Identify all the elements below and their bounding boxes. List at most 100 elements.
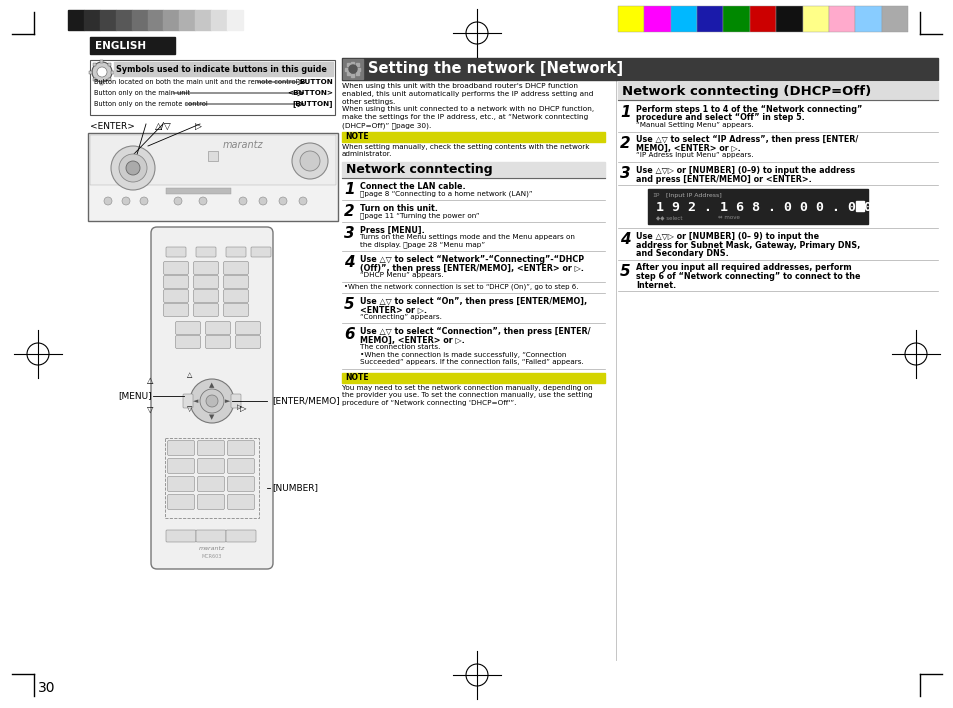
Bar bbox=[343, 59, 363, 79]
FancyBboxPatch shape bbox=[223, 261, 248, 275]
Bar bbox=[697, 6, 722, 32]
Text: When using this unit connected to a network with no DHCP function,: When using this unit connected to a netw… bbox=[341, 106, 594, 113]
Text: enabled, this unit automatically performs the IP address setting and: enabled, this unit automatically perform… bbox=[341, 91, 593, 97]
Text: the provider you use. To set the connection manually, use the setting: the provider you use. To set the connect… bbox=[341, 392, 592, 399]
Text: IP: IP bbox=[651, 193, 659, 198]
Bar bbox=[855, 201, 863, 211]
Bar bbox=[84, 10, 100, 30]
Bar bbox=[749, 6, 776, 32]
FancyBboxPatch shape bbox=[195, 247, 215, 257]
Text: 1: 1 bbox=[619, 105, 630, 120]
FancyBboxPatch shape bbox=[197, 476, 224, 491]
Text: marantz: marantz bbox=[222, 140, 263, 150]
Text: △: △ bbox=[187, 372, 193, 378]
Circle shape bbox=[299, 151, 319, 171]
FancyBboxPatch shape bbox=[168, 494, 194, 510]
Text: 3: 3 bbox=[619, 166, 630, 181]
Text: BUTTON: BUTTON bbox=[299, 79, 333, 85]
Bar bbox=[208, 151, 218, 161]
FancyBboxPatch shape bbox=[235, 321, 260, 334]
FancyBboxPatch shape bbox=[251, 247, 271, 257]
Bar bbox=[227, 10, 243, 30]
Text: Button located on both the main unit and the remote control: Button located on both the main unit and… bbox=[94, 79, 297, 85]
FancyBboxPatch shape bbox=[175, 321, 200, 334]
Text: Turns on the Menu settings mode and the Menu appears on: Turns on the Menu settings mode and the … bbox=[359, 234, 575, 240]
Text: 1: 1 bbox=[344, 182, 355, 197]
Text: [MENU]: [MENU] bbox=[118, 392, 152, 401]
Text: •When the network connection is set to “DHCP (On)”, go to step 6.: •When the network connection is set to “… bbox=[344, 284, 578, 290]
Text: <ENTER> or ▷.: <ENTER> or ▷. bbox=[359, 305, 427, 314]
Bar bbox=[100, 10, 115, 30]
Bar bbox=[351, 62, 355, 64]
Text: 5: 5 bbox=[344, 297, 355, 312]
Bar bbox=[165, 438, 258, 518]
Bar bbox=[112, 71, 114, 74]
Bar bbox=[90, 71, 92, 74]
Text: MCR603: MCR603 bbox=[202, 554, 222, 559]
Text: You may need to set the network connection manually, depending on: You may need to set the network connecti… bbox=[341, 385, 592, 391]
Circle shape bbox=[206, 395, 218, 407]
Bar bbox=[341, 373, 604, 383]
Text: ▽: ▽ bbox=[147, 404, 152, 413]
Bar bbox=[643, 6, 670, 32]
FancyBboxPatch shape bbox=[235, 336, 260, 348]
FancyBboxPatch shape bbox=[227, 494, 254, 510]
Bar bbox=[341, 132, 604, 142]
Text: Use △▽ to select “IP Adress”, then press [ENTER/: Use △▽ to select “IP Adress”, then press… bbox=[636, 135, 858, 144]
Bar bbox=[211, 10, 227, 30]
Text: 4: 4 bbox=[344, 256, 355, 270]
Text: <ENTER>: <ENTER> bbox=[90, 122, 134, 131]
Circle shape bbox=[190, 379, 233, 423]
FancyBboxPatch shape bbox=[193, 304, 218, 316]
FancyBboxPatch shape bbox=[166, 247, 186, 257]
Text: ENGLISH: ENGLISH bbox=[95, 41, 146, 51]
Text: Setting the network [Network]: Setting the network [Network] bbox=[368, 62, 622, 76]
Text: When setting manually, check the setting contents with the network: When setting manually, check the setting… bbox=[341, 144, 589, 150]
Text: step 6 of “Network connecting” to connect to the: step 6 of “Network connecting” to connec… bbox=[636, 272, 860, 281]
Text: After you input all required addresses, perform: After you input all required addresses, … bbox=[636, 263, 851, 273]
Bar bbox=[113, 62, 333, 76]
Text: “Connecting” appears.: “Connecting” appears. bbox=[359, 314, 441, 320]
Text: other settings.: other settings. bbox=[341, 98, 395, 105]
Text: ⇔ move: ⇔ move bbox=[718, 215, 740, 220]
Text: (Off)”, then press [ENTER/MEMO], <ENTER> or ▷.: (Off)”, then press [ENTER/MEMO], <ENTER>… bbox=[359, 264, 583, 273]
Text: ►: ► bbox=[225, 398, 231, 404]
Circle shape bbox=[126, 161, 140, 175]
FancyBboxPatch shape bbox=[163, 304, 189, 316]
Text: ▲: ▲ bbox=[209, 382, 214, 388]
FancyBboxPatch shape bbox=[205, 336, 231, 348]
Bar bbox=[68, 10, 84, 30]
Circle shape bbox=[292, 143, 328, 179]
Text: 2: 2 bbox=[344, 204, 355, 219]
Text: Perform steps 1 to 4 of the “Network connecting”: Perform steps 1 to 4 of the “Network con… bbox=[636, 105, 862, 114]
Bar bbox=[855, 6, 881, 32]
Text: <BUTTON>: <BUTTON> bbox=[287, 90, 333, 96]
FancyBboxPatch shape bbox=[197, 494, 224, 510]
Text: [ENTER/MEMO]: [ENTER/MEMO] bbox=[272, 396, 339, 406]
FancyBboxPatch shape bbox=[163, 290, 189, 302]
Text: ▷: ▷ bbox=[240, 404, 246, 413]
FancyBboxPatch shape bbox=[168, 476, 194, 491]
FancyBboxPatch shape bbox=[168, 440, 194, 455]
Bar bbox=[722, 6, 749, 32]
Text: When using this unit with the broadband router's DHCP function: When using this unit with the broadband … bbox=[341, 83, 578, 89]
Bar bbox=[92, 79, 95, 81]
Text: Succeeded” appears. If the connection fails, “Failed” appears.: Succeeded” appears. If the connection fa… bbox=[359, 359, 583, 365]
Text: NOTE: NOTE bbox=[345, 132, 368, 142]
Text: Button only on the remote control: Button only on the remote control bbox=[94, 101, 208, 107]
FancyBboxPatch shape bbox=[193, 290, 218, 302]
Bar bbox=[166, 188, 231, 194]
Circle shape bbox=[173, 197, 182, 205]
Circle shape bbox=[140, 197, 148, 205]
Text: ▷: ▷ bbox=[237, 404, 242, 410]
Bar bbox=[828, 6, 855, 32]
Text: •When the connection is made successfully, “Connection: •When the connection is made successfull… bbox=[359, 352, 566, 358]
Bar bbox=[618, 6, 643, 32]
Text: Network conntecting (DHCP=Off): Network conntecting (DHCP=Off) bbox=[621, 84, 870, 98]
Bar bbox=[618, 82, 937, 100]
Bar bbox=[108, 79, 112, 81]
Text: 30: 30 bbox=[38, 681, 55, 695]
Bar bbox=[100, 81, 103, 84]
Circle shape bbox=[278, 197, 287, 205]
Bar bbox=[347, 63, 350, 67]
